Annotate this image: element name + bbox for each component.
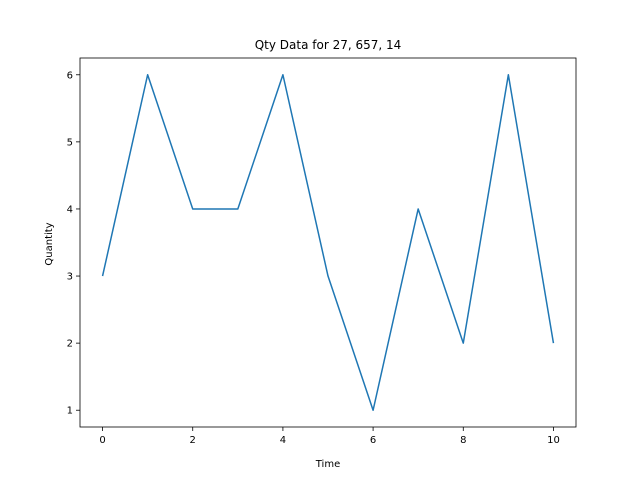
y-tick-label-6: 6 [67, 70, 73, 81]
x-axis-label: Time [315, 459, 340, 470]
series-line-0 [101, 74, 555, 411]
x-tick-label-2: 2 [190, 435, 196, 446]
x-tick-label-0: 0 [99, 435, 105, 446]
y-tick-label-4: 4 [67, 204, 73, 215]
x-tick-label-6: 6 [370, 435, 376, 446]
y-axis-label: Quantity [44, 222, 55, 265]
y-tick-label-1: 1 [67, 406, 73, 417]
axes-frame [79, 57, 577, 428]
y-tick-label-2: 2 [67, 339, 73, 350]
x-tick-label-10: 10 [547, 435, 560, 446]
chart-title: Qty Data for 27, 657, 14 [255, 38, 402, 52]
x-tick-label-4: 4 [280, 435, 286, 446]
y-tick-label-3: 3 [67, 272, 73, 283]
x-tick-label-8: 8 [460, 435, 466, 446]
y-tick-label-5: 5 [67, 137, 73, 148]
